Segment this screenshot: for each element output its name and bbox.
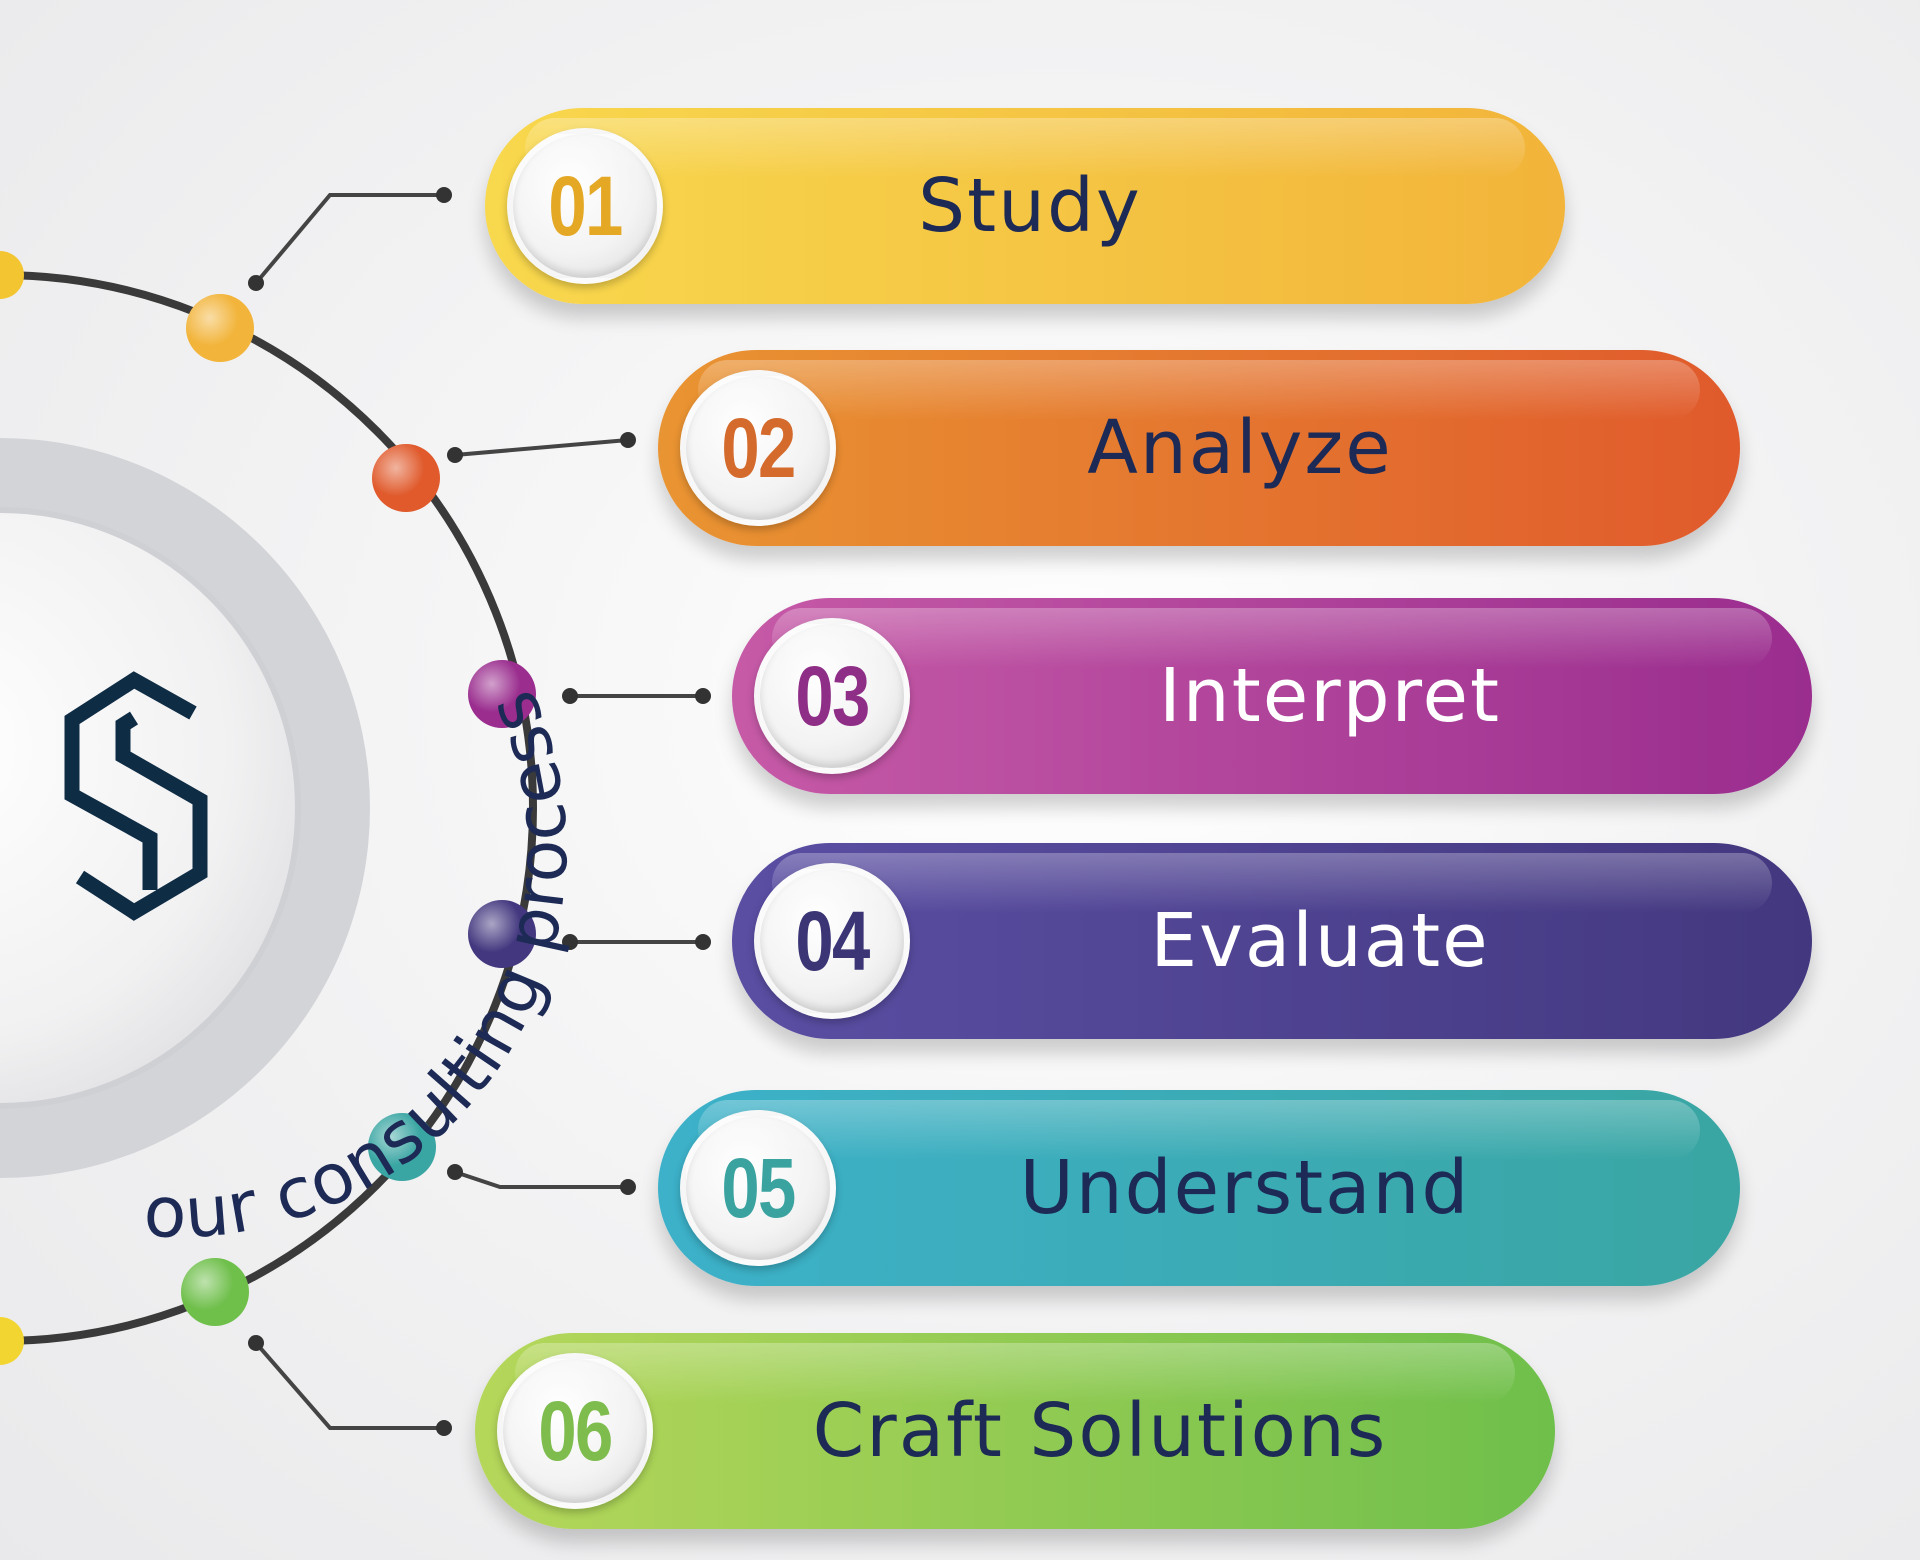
step-label: Study — [918, 163, 1142, 249]
step-number-badge: 01 — [507, 128, 663, 284]
step-number-badge: 03 — [754, 618, 910, 774]
step-number: 06 — [538, 1383, 613, 1478]
step-number-badge: 05 — [680, 1110, 836, 1266]
step-label: Interpret — [1158, 653, 1501, 739]
arc-dot-shine — [181, 1258, 249, 1326]
arc-end-dot — [0, 1317, 24, 1365]
connector-02 — [454, 438, 629, 457]
outer-arc — [0, 271, 537, 1345]
step-number: 05 — [721, 1140, 796, 1235]
connector-01 — [254, 193, 444, 285]
step-pill-02: 02 Analyze — [658, 350, 1740, 546]
arc-dots — [0, 251, 536, 1365]
hub-inner-disc — [0, 507, 301, 1109]
step-number-badge: 02 — [680, 370, 836, 526]
step-number-badge: 06 — [497, 1353, 653, 1509]
step-pill-05: 05 Understand — [658, 1090, 1740, 1286]
step-number: 04 — [795, 893, 870, 988]
arc-dot-shine — [368, 1113, 436, 1181]
step-pill-04: 04 Evaluate — [732, 843, 1812, 1039]
arc-dot-shine — [372, 444, 440, 512]
step-label: Craft Solutions — [812, 1388, 1388, 1474]
connector-06 — [254, 1341, 444, 1430]
step-label: Understand — [1019, 1145, 1471, 1231]
step-number: 02 — [721, 400, 796, 495]
step-label: Analyze — [1087, 405, 1393, 491]
step-pill-06: 06 Craft Solutions — [475, 1333, 1555, 1529]
step-pill-01: 01 Study — [485, 108, 1565, 304]
connector-05 — [454, 1170, 628, 1189]
connector-endpoints — [248, 187, 711, 1436]
connector-lines — [254, 193, 703, 1430]
step-pill-03: 03 Interpret — [732, 598, 1812, 794]
arc-end-dot — [0, 251, 24, 299]
arc-dot-shine — [468, 900, 536, 968]
arc-dot-shine — [186, 294, 254, 362]
logo-icon — [64, 671, 208, 921]
step-number: 03 — [795, 648, 870, 743]
step-label: Evaluate — [1150, 898, 1490, 984]
arc-dot-shine — [468, 660, 536, 728]
step-number-badge: 04 — [754, 863, 910, 1019]
step-number: 01 — [548, 158, 623, 253]
